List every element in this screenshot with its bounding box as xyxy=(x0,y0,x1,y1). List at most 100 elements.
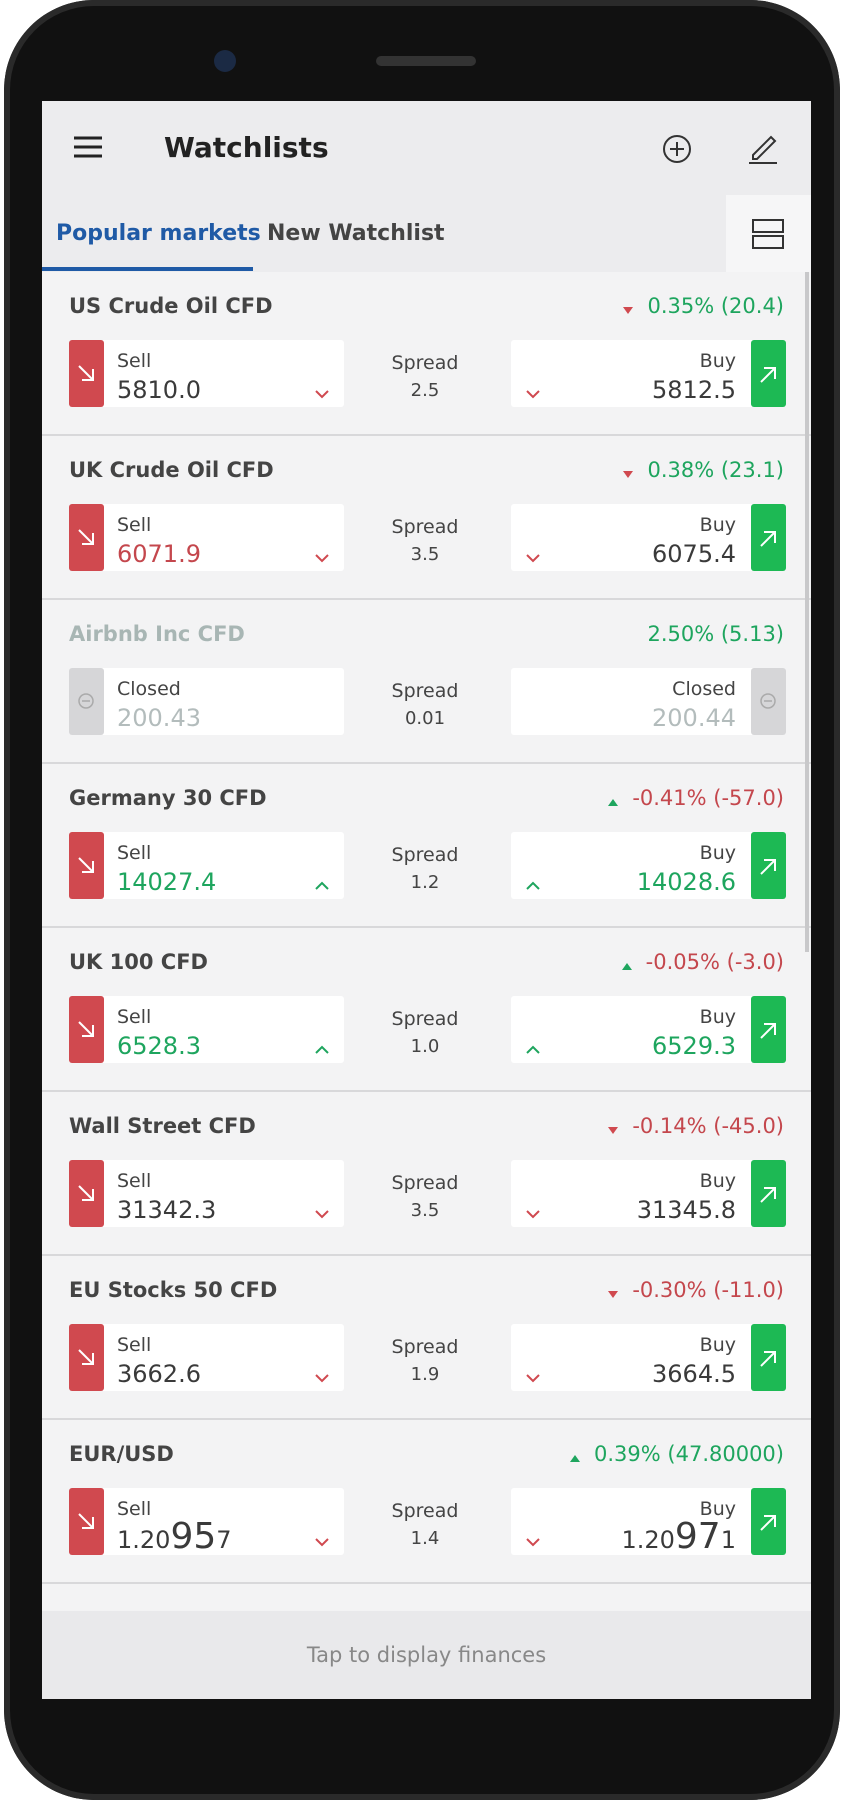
chevron xyxy=(314,876,330,895)
scrollbar xyxy=(805,272,809,952)
add-button[interactable] xyxy=(662,134,692,164)
price-part: 1 xyxy=(720,1526,736,1554)
tab[interactable]: New Watchlist xyxy=(267,221,445,246)
price-label: Sell xyxy=(117,842,152,864)
tab-active[interactable]: Popular markets xyxy=(56,221,261,246)
change: -0.41% (-57.0) xyxy=(632,786,784,810)
price: 5812.5 xyxy=(652,376,736,404)
chevron xyxy=(314,1368,330,1387)
sell-button xyxy=(69,668,104,735)
layout-button[interactable] xyxy=(726,195,811,272)
price-label: Closed xyxy=(672,678,736,700)
sell-button[interactable] xyxy=(69,996,104,1063)
market-name: UK Crude Oil CFD xyxy=(69,458,274,482)
price-label: Sell xyxy=(117,1006,152,1028)
buy-button[interactable] xyxy=(751,1324,786,1391)
price-label: Buy xyxy=(699,1334,736,1356)
buy-box[interactable]: Buy 31345.8 xyxy=(511,1160,786,1227)
buy-box[interactable]: Buy 5812.5 xyxy=(511,340,786,407)
spread-label: Spread xyxy=(391,1008,459,1030)
sell-button[interactable] xyxy=(69,1488,104,1555)
chevron xyxy=(525,1368,541,1387)
sell-button[interactable] xyxy=(69,1324,104,1391)
price: 14028.6 xyxy=(636,868,736,896)
market-row[interactable]: EUR/USD 0.39% (47.80000) Sell 1.20957 Buy 1.2… xyxy=(42,1420,811,1584)
spread-value: 3.5 xyxy=(410,544,440,565)
price-label: Buy xyxy=(699,350,736,372)
chevron xyxy=(314,1532,330,1551)
chevron xyxy=(525,548,541,567)
price: 3664.5 xyxy=(652,1360,736,1388)
change: 0.38% (23.1) xyxy=(647,458,784,482)
price: 5810.0 xyxy=(117,376,201,404)
sell-button[interactable] xyxy=(69,832,104,899)
market-row[interactable]: Germany 30 CFD -0.41% (-57.0) Sell 14027.4 B… xyxy=(42,764,811,928)
price: 1.20971 xyxy=(621,1516,736,1557)
sell-box[interactable]: Sell 3662.6 xyxy=(69,1324,344,1391)
sell-box[interactable]: Sell 31342.3 xyxy=(69,1160,344,1227)
chevron xyxy=(314,1040,330,1059)
change: -0.05% (-3.0) xyxy=(645,950,784,974)
buy-button[interactable] xyxy=(751,340,786,407)
spread-label: Spread xyxy=(391,1500,459,1522)
price-label: Sell xyxy=(117,1334,152,1356)
price: 6529.3 xyxy=(652,1032,736,1060)
market-row[interactable]: EU Stocks 50 CFD -0.30% (-11.0) Sell 3662.6… xyxy=(42,1256,811,1420)
chevron xyxy=(525,1040,541,1059)
sell-box[interactable]: Sell 6071.9 xyxy=(69,504,344,571)
sell-button[interactable] xyxy=(69,1160,104,1227)
price: 200.44 xyxy=(652,704,736,732)
buy-box[interactable]: Buy 6075.4 xyxy=(511,504,786,571)
tab-indicator xyxy=(42,267,253,271)
buy-button[interactable] xyxy=(751,832,786,899)
market-list: US Crude Oil CFD 0.35% (20.4) Sell 5810.0 Bu… xyxy=(42,272,811,1611)
app-header: Watchlists xyxy=(42,101,811,195)
buy-button[interactable] xyxy=(751,1160,786,1227)
trend-icon xyxy=(623,464,633,483)
price-label: Sell xyxy=(117,1498,152,1520)
trend-icon xyxy=(622,956,632,975)
price: 1.20957 xyxy=(117,1516,232,1557)
change: 2.50% (5.13) xyxy=(647,622,784,646)
sell-box[interactable]: Sell 6528.3 xyxy=(69,996,344,1063)
price-label: Buy xyxy=(699,842,736,864)
chevron xyxy=(525,876,541,895)
market-row[interactable]: US Crude Oil CFD 0.35% (20.4) Sell 5810.0 Bu… xyxy=(42,272,811,436)
buy-box[interactable]: Buy 6529.3 xyxy=(511,996,786,1063)
spread-value: 1.9 xyxy=(410,1364,440,1385)
buy-button[interactable] xyxy=(751,996,786,1063)
sell-button[interactable] xyxy=(69,504,104,571)
buy-button[interactable] xyxy=(751,504,786,571)
price: 3662.6 xyxy=(117,1360,201,1388)
market-row[interactable]: Airbnb Inc CFD 2.50% (5.13) Closed 200.43 Cl… xyxy=(42,600,811,764)
buy-box[interactable]: Buy 3664.5 xyxy=(511,1324,786,1391)
spread-label: Spread xyxy=(391,1172,459,1194)
market-name: UK 100 CFD xyxy=(69,950,208,974)
menu-button[interactable] xyxy=(74,135,102,159)
price-label: Buy xyxy=(699,1498,736,1520)
chevron xyxy=(525,1204,541,1223)
sell-box: Closed 200.43 xyxy=(69,668,344,735)
price-label: Closed xyxy=(117,678,181,700)
buy-box[interactable]: Buy 1.20971 xyxy=(511,1488,786,1557)
spread-label: Spread xyxy=(391,516,459,538)
sell-box[interactable]: Sell 1.20957 xyxy=(69,1488,344,1557)
market-row[interactable]: UK 100 CFD -0.05% (-3.0) Sell 6528.3 Buy 6529… xyxy=(42,928,811,1092)
market-row[interactable]: UK Crude Oil CFD 0.38% (23.1) Sell 6071.9 Bu… xyxy=(42,436,811,600)
buy-button[interactable] xyxy=(751,1488,786,1555)
price-label: Buy xyxy=(699,514,736,536)
trend-icon xyxy=(608,792,618,811)
spread-value: 1.4 xyxy=(410,1528,440,1549)
buy-box[interactable]: Buy 14028.6 xyxy=(511,832,786,899)
price: 6075.4 xyxy=(652,540,736,568)
price: 6528.3 xyxy=(117,1032,201,1060)
sell-button[interactable] xyxy=(69,340,104,407)
sell-box[interactable]: Sell 14027.4 xyxy=(69,832,344,899)
market-row[interactable]: Wall Street CFD -0.14% (-45.0) Sell 31342.3… xyxy=(42,1092,811,1256)
finances-bar[interactable]: Tap to display finances xyxy=(42,1611,811,1699)
price: 14027.4 xyxy=(117,868,217,896)
sell-box[interactable]: Sell 5810.0 xyxy=(69,340,344,407)
edit-button[interactable] xyxy=(747,131,779,165)
spread-value: 2.5 xyxy=(410,380,440,401)
